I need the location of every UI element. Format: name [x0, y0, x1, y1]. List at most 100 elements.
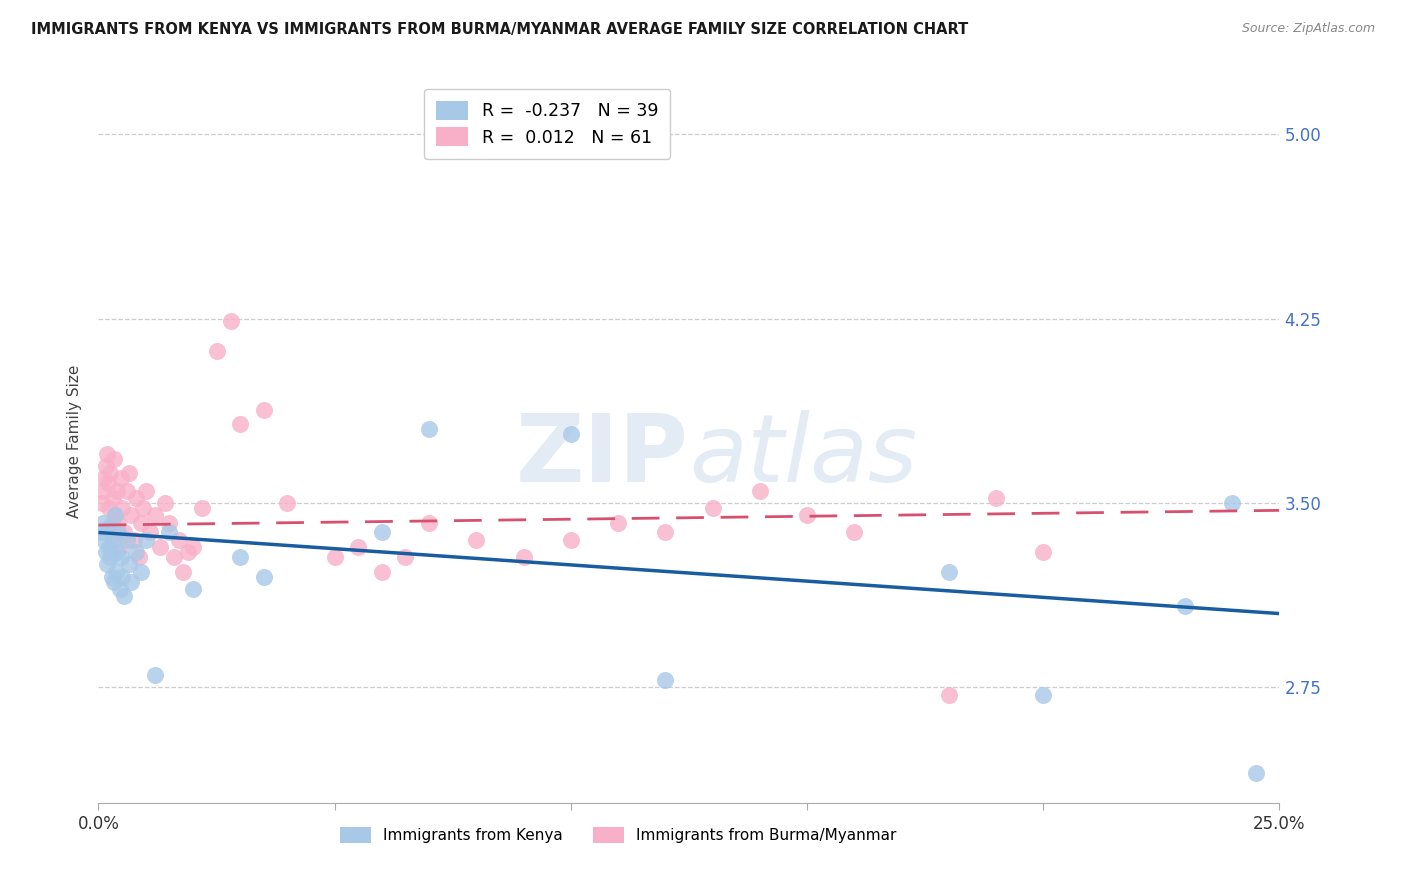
Point: [143, 508, 166, 523]
Point: [796, 508, 818, 523]
Point: [654, 673, 676, 687]
Point: [94, 459, 117, 474]
Point: [115, 483, 138, 498]
Point: [91, 496, 114, 510]
Point: [177, 545, 200, 559]
Point: [97, 520, 120, 534]
Point: [98, 549, 121, 564]
Point: [253, 402, 276, 417]
Point: [100, 516, 122, 530]
Point: [219, 314, 242, 328]
Point: [132, 500, 155, 515]
Point: [394, 549, 416, 564]
Point: [105, 483, 128, 498]
Point: [118, 558, 141, 572]
Point: [143, 668, 166, 682]
Point: [748, 483, 770, 498]
Point: [1032, 545, 1054, 559]
Text: IMMIGRANTS FROM KENYA VS IMMIGRANTS FROM BURMA/MYANMAR AVERAGE FAMILY SIZE CORRE: IMMIGRANTS FROM KENYA VS IMMIGRANTS FROM…: [31, 22, 969, 37]
Point: [128, 549, 150, 564]
Point: [702, 500, 724, 515]
Point: [125, 491, 148, 505]
Point: [105, 525, 128, 540]
Point: [153, 496, 176, 510]
Point: [418, 422, 440, 436]
Point: [100, 570, 122, 584]
Point: [110, 549, 132, 564]
Y-axis label: Average Family Size: Average Family Size: [66, 365, 82, 518]
Point: [103, 451, 125, 466]
Point: [111, 570, 134, 584]
Point: [101, 533, 124, 547]
Point: [105, 545, 128, 559]
Point: [125, 545, 148, 559]
Point: [172, 565, 194, 579]
Point: [844, 525, 866, 540]
Point: [112, 525, 135, 540]
Legend: Immigrants from Kenya, Immigrants from Burma/Myanmar: Immigrants from Kenya, Immigrants from B…: [333, 822, 903, 849]
Point: [654, 525, 676, 540]
Point: [98, 467, 121, 481]
Point: [107, 516, 129, 530]
Point: [91, 516, 114, 530]
Point: [347, 540, 370, 554]
Point: [1244, 766, 1267, 780]
Point: [938, 688, 960, 702]
Point: [91, 525, 114, 540]
Text: atlas: atlas: [689, 410, 917, 501]
Point: [129, 565, 152, 579]
Point: [1032, 688, 1054, 702]
Point: [110, 471, 132, 485]
Point: [115, 533, 138, 547]
Point: [108, 540, 131, 554]
Point: [97, 540, 120, 554]
Point: [104, 508, 127, 523]
Point: [149, 540, 172, 554]
Point: [103, 574, 125, 589]
Point: [181, 540, 204, 554]
Point: [1174, 599, 1197, 614]
Point: [93, 533, 115, 547]
Point: [101, 491, 124, 505]
Point: [607, 516, 630, 530]
Point: [108, 582, 131, 596]
Point: [112, 590, 135, 604]
Point: [118, 467, 141, 481]
Point: [191, 500, 214, 515]
Text: ZIP: ZIP: [516, 410, 689, 502]
Point: [96, 447, 118, 461]
Point: [121, 574, 143, 589]
Point: [157, 516, 180, 530]
Point: [157, 525, 180, 540]
Point: [371, 565, 394, 579]
Point: [105, 565, 128, 579]
Point: [1220, 496, 1243, 510]
Text: Source: ZipAtlas.com: Source: ZipAtlas.com: [1241, 22, 1375, 36]
Point: [93, 471, 115, 485]
Point: [129, 516, 152, 530]
Point: [205, 343, 228, 358]
Point: [560, 533, 582, 547]
Point: [135, 533, 157, 547]
Point: [984, 491, 1007, 505]
Point: [253, 570, 276, 584]
Point: [181, 582, 204, 596]
Point: [167, 533, 190, 547]
Point: [96, 558, 118, 572]
Point: [122, 533, 145, 547]
Point: [91, 483, 114, 498]
Point: [111, 500, 134, 515]
Point: [107, 525, 129, 540]
Point: [371, 525, 394, 540]
Point: [139, 525, 162, 540]
Point: [560, 427, 582, 442]
Point: [323, 549, 346, 564]
Point: [97, 500, 120, 515]
Point: [229, 417, 252, 432]
Point: [276, 496, 298, 510]
Point: [418, 516, 440, 530]
Point: [512, 549, 534, 564]
Point: [97, 476, 120, 491]
Point: [104, 508, 127, 523]
Point: [135, 483, 157, 498]
